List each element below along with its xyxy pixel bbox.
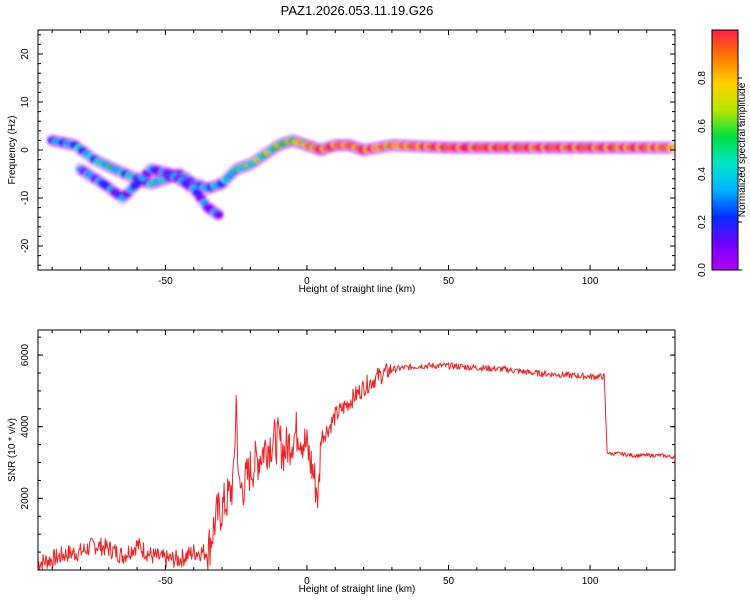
snr-panel: -50 0 50 100 2000 4000 6000 Height of straigh… [7,329,676,595]
colorbar-gradient [712,30,738,270]
snr-y-label: SNR (10 * v/v) [7,418,18,482]
spectrogram-heatmap [46,133,675,222]
spectrogram-cell [213,211,223,219]
colorbar-tick-label: 0.0 [697,263,708,277]
spectrogram-x-tick-label: 100 [582,276,599,287]
spectrogram-y-ticks: -20 -10 0 10 20 [20,34,675,266]
snr-y-tick-label: 2000 [20,487,31,510]
colorbar-tick-label: 0.8 [697,71,708,85]
colorbar-tick-label: 0.6 [697,119,708,133]
snr-x-tick-label: 0 [304,576,310,587]
snr-plot-frame [37,329,676,571]
spectrogram-ridges [46,133,675,222]
spectrogram-x-tick-label: 50 [443,276,455,287]
snr-series-line [38,362,675,570]
spectrogram-x-ticks: -50 0 50 100 [51,30,676,287]
colorbar: 0.0 0.2 0.4 0.6 0.8 Normalized spectral ampl… [697,29,748,277]
snr-y-ticks: 2000 4000 6000 [20,336,675,571]
spectrogram-y-tick-label: -20 [20,238,31,253]
snr-x-tick-label: 50 [443,576,455,587]
snr-y-tick-label: 4000 [20,415,31,438]
snr-x-label: Height of straight line (km) [299,584,416,595]
spectrogram-peak [668,146,675,150]
snr-y-tick-label: 6000 [20,344,31,367]
colorbar-tick-label: 0.4 [697,167,708,181]
spectrogram-x-label: Height of straight line (km) [299,284,416,295]
colorbar-frame [711,29,739,271]
spectrogram-y-tick-label: 10 [20,96,31,108]
spectrogram-y-tick-label: -10 [20,190,31,205]
chart-title: PAZ1.2026.053.11.19.G26 [281,3,434,18]
spectrogram-y-tick-label: 0 [20,147,31,153]
spectrogram-x-tick-label: 0 [304,276,310,287]
colorbar-tick-label: 0.2 [697,215,708,229]
spectrogram-panel: -50 0 50 100 -20 -10 0 10 20 Height of straight… [7,29,676,295]
colorbar-label: Normalized spectral amplitude [737,82,748,217]
spectrogram-x-tick-label: -50 [158,276,173,287]
spectrogram-y-label: Frequency (Hz) [7,116,18,185]
snr-x-tick-label: -50 [158,576,173,587]
colorbar-ticks: 0.0 0.2 0.4 0.6 0.8 [697,71,742,277]
snr-x-tick-label: 100 [582,576,599,587]
spectrogram-y-tick-label: 20 [20,48,31,60]
snr-x-ticks: -50 0 50 100 [51,330,676,587]
